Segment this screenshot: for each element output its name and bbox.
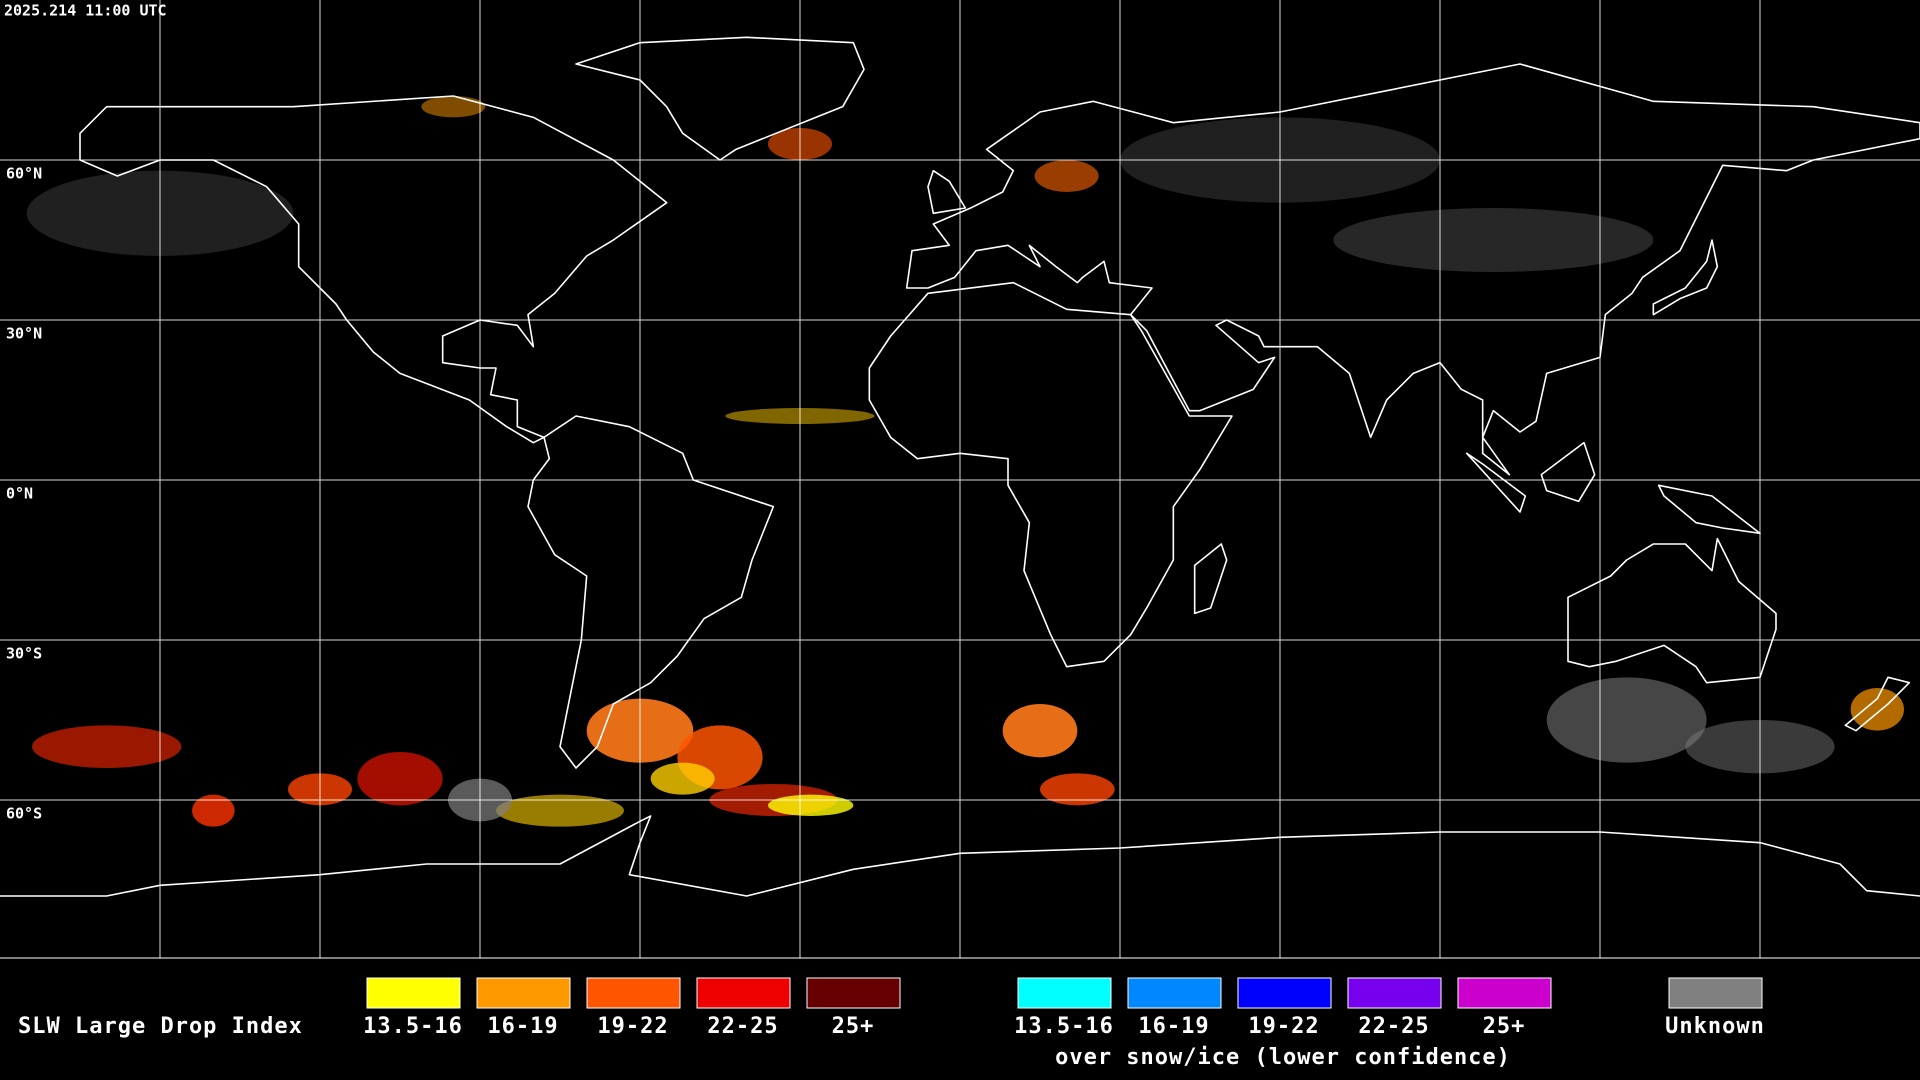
latitude-label: 60°N [6,165,42,183]
legend-title: SLW Large Drop Index [18,1014,303,1039]
legend-label: 13.5-16 [363,1014,463,1039]
cloud-field [26,96,1904,827]
graticule [0,0,1920,958]
legend-swatch [1127,977,1222,1009]
latitude-label: 60°S [6,805,42,823]
timestamp: 2025.214 11:00 UTC [4,2,167,20]
latitude-label: 30°N [6,325,42,343]
legend-label: 13.5-16 [1014,1014,1114,1039]
legend-swatch [1017,977,1112,1009]
legend-swatch [1237,977,1332,1009]
legend-swatch [1668,977,1763,1009]
legend-caption: over snow/ice (lower confidence) [1055,1045,1511,1070]
coastlines [0,37,1920,896]
legend-label: Unknown [1665,1014,1765,1039]
legend-label: 16-19 [1138,1014,1209,1039]
legend-swatch [1457,977,1552,1009]
legend-swatch [586,977,681,1009]
latitude-label: 0°N [6,485,33,503]
legend-swatch [696,977,791,1009]
legend-label: 22-25 [1358,1014,1429,1039]
legend-label: 25+ [1483,1014,1526,1039]
legend-swatch [366,977,461,1009]
legend-swatch [806,977,901,1009]
legend-label: 25+ [832,1014,875,1039]
legend-label: 16-19 [487,1014,558,1039]
latitude-label: 30°S [6,645,42,663]
legend-panel [0,958,1920,1080]
legend-label: 19-22 [1248,1014,1319,1039]
legend-swatch [476,977,571,1009]
legend-label: 19-22 [597,1014,668,1039]
legend-label: 22-25 [707,1014,778,1039]
legend-swatch [1347,977,1442,1009]
